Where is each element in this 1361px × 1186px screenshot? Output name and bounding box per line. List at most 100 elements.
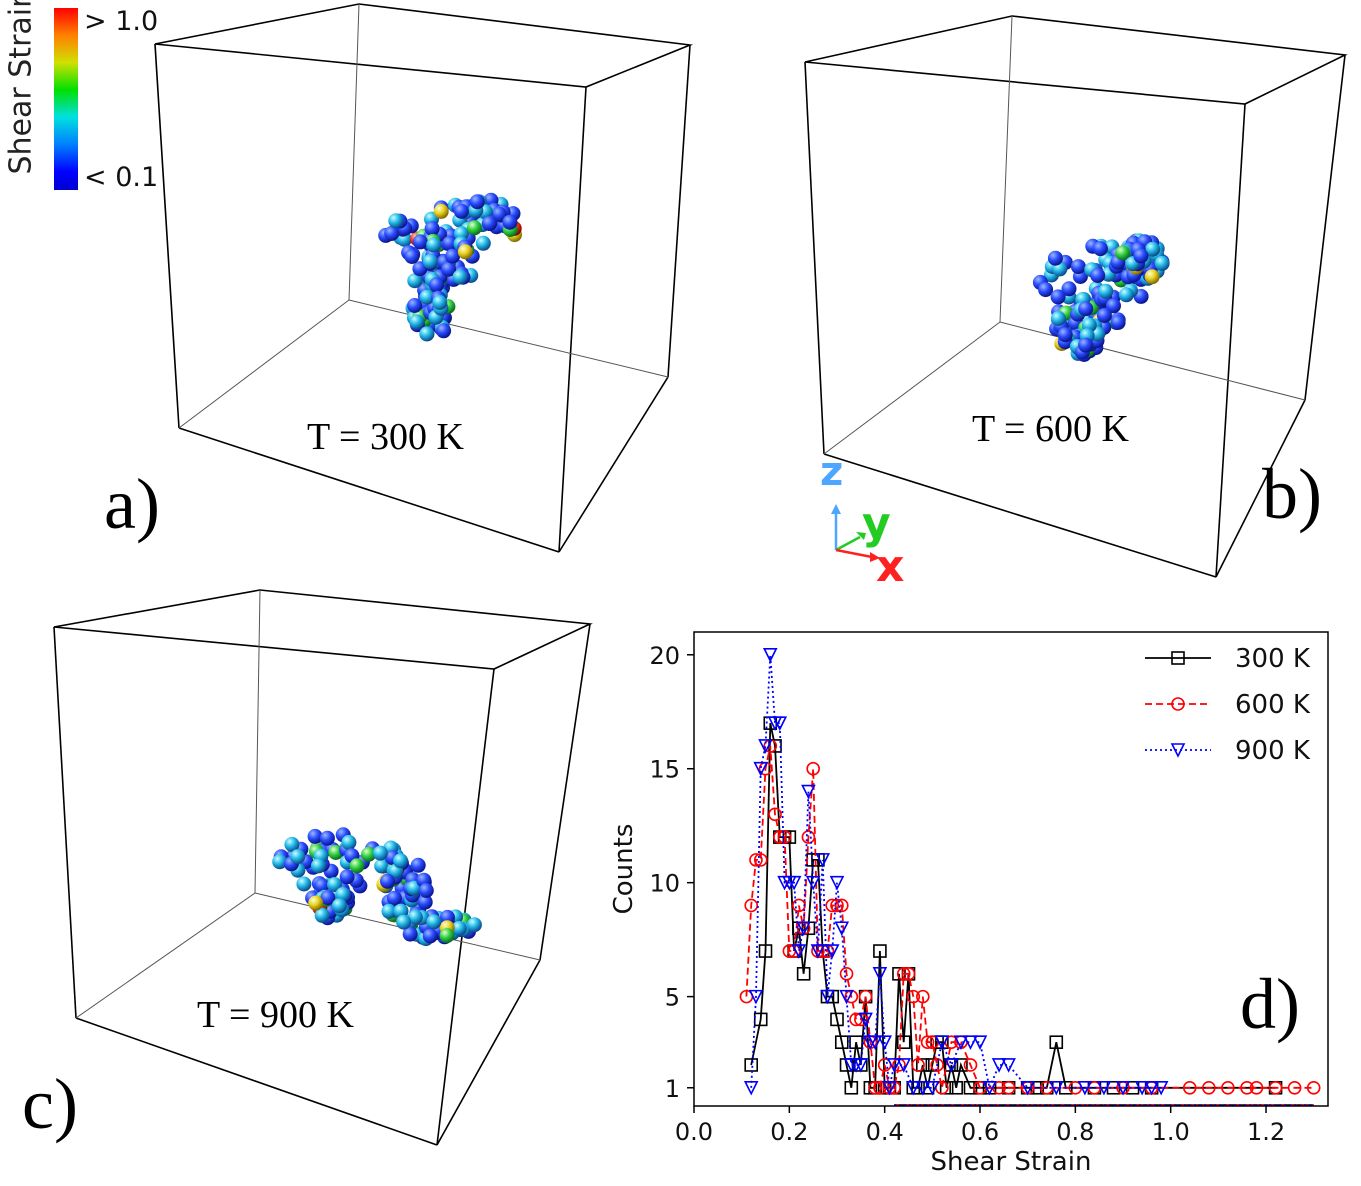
- x-tick-label: 1.2: [1247, 1118, 1285, 1146]
- atom: [412, 234, 428, 250]
- data-point: [1306, 1080, 1321, 1095]
- atom: [436, 323, 452, 339]
- data-point: [1134, 1080, 1150, 1096]
- atom: [441, 261, 457, 277]
- temperature-label-a: T = 300 K: [307, 416, 464, 458]
- data-point: [1115, 1080, 1131, 1096]
- legend-item: 300 K: [1145, 644, 1311, 674]
- data-point: [748, 989, 764, 1005]
- atom: [491, 206, 507, 222]
- data-point: [896, 1035, 911, 1049]
- atom: [429, 277, 444, 293]
- atom: [409, 314, 425, 330]
- data-point: [768, 807, 782, 822]
- axes-triad: [831, 504, 880, 562]
- atom: [439, 928, 455, 944]
- x-tick-label: 0.2: [770, 1118, 808, 1146]
- legend-marker: [1171, 697, 1185, 711]
- data-point: [829, 875, 845, 891]
- colorbar: [54, 8, 78, 190]
- data-point: [1048, 1080, 1064, 1096]
- data-point: [1202, 1080, 1216, 1095]
- data-point: [749, 853, 763, 867]
- data-point: [1001, 1058, 1016, 1073]
- atom: [1144, 269, 1160, 285]
- atom: [1050, 289, 1066, 305]
- atom: [433, 203, 449, 219]
- atom: [314, 878, 330, 894]
- atom: [384, 226, 400, 241]
- atom: [426, 237, 442, 253]
- data-point: [939, 1080, 954, 1095]
- data-point: [896, 967, 911, 981]
- atom: [339, 869, 355, 885]
- y-tick-label: 10: [649, 870, 680, 898]
- data-point: [1249, 1080, 1264, 1095]
- data-point: [873, 944, 887, 958]
- data-point: [963, 1035, 978, 1050]
- atom: [1057, 327, 1073, 343]
- axis-y-label: y: [862, 498, 891, 549]
- data-point: [791, 944, 807, 959]
- data-point: [844, 1080, 859, 1095]
- data-point: [1001, 1080, 1016, 1095]
- atom: [327, 877, 342, 892]
- data-point: [834, 921, 850, 937]
- data-point: [906, 989, 921, 1004]
- atom: [451, 920, 467, 936]
- data-point: [886, 1058, 902, 1073]
- data-point: [1240, 1080, 1254, 1095]
- atom: [310, 858, 326, 874]
- atom: [1115, 245, 1131, 261]
- y-tick-label: 15: [649, 756, 680, 784]
- x-tick-label: 0.4: [866, 1118, 904, 1146]
- colorbar-min-label: < 0.1: [84, 162, 159, 193]
- legend-item: 900 K: [1145, 736, 1311, 766]
- panel-label-a: a): [104, 464, 160, 544]
- data-point: [868, 1080, 882, 1095]
- data-point: [911, 1058, 925, 1072]
- y-tick-label: 5: [665, 984, 680, 1012]
- atom: [290, 849, 306, 865]
- atom: [1110, 315, 1126, 330]
- series-600-k: [739, 739, 1321, 1106]
- atom: [452, 269, 468, 285]
- atom: [1078, 301, 1094, 317]
- legend-marker: [1171, 651, 1185, 665]
- atom: [1070, 259, 1086, 275]
- y-tick-label: 20: [649, 642, 680, 670]
- data-point: [806, 761, 820, 776]
- data-point: [805, 875, 821, 891]
- data-point: [753, 853, 768, 867]
- data-point: [796, 967, 811, 981]
- y-axis-label: Counts: [609, 824, 639, 915]
- atom: [307, 828, 323, 844]
- data-point: [824, 944, 840, 959]
- data-point: [825, 898, 840, 913]
- simulation-box-a: [154, 3, 694, 553]
- data-point: [801, 784, 816, 800]
- atom: [445, 248, 461, 264]
- x-axis-label: Shear Strain: [931, 1147, 1092, 1177]
- data-point: [991, 1058, 1007, 1073]
- atom: [1050, 311, 1066, 326]
- x-tick-label: 1.0: [1152, 1118, 1190, 1146]
- data-point: [810, 944, 826, 959]
- series-900-k: [743, 647, 1314, 1106]
- atom: [361, 846, 377, 862]
- data-point: [1096, 1080, 1112, 1096]
- atom: [349, 858, 365, 874]
- data-point: [963, 1080, 978, 1095]
- data-point: [877, 1035, 892, 1050]
- data-point: [834, 1035, 849, 1049]
- atom: [417, 894, 433, 910]
- data-point: [867, 1035, 883, 1050]
- data-point: [853, 1058, 869, 1073]
- data-point: [963, 1058, 978, 1072]
- atom: [1092, 241, 1108, 257]
- data-point: [930, 1058, 944, 1072]
- atom: [341, 834, 357, 850]
- data-point: [858, 989, 873, 1004]
- data-point: [1221, 1080, 1235, 1095]
- atom: [380, 873, 395, 889]
